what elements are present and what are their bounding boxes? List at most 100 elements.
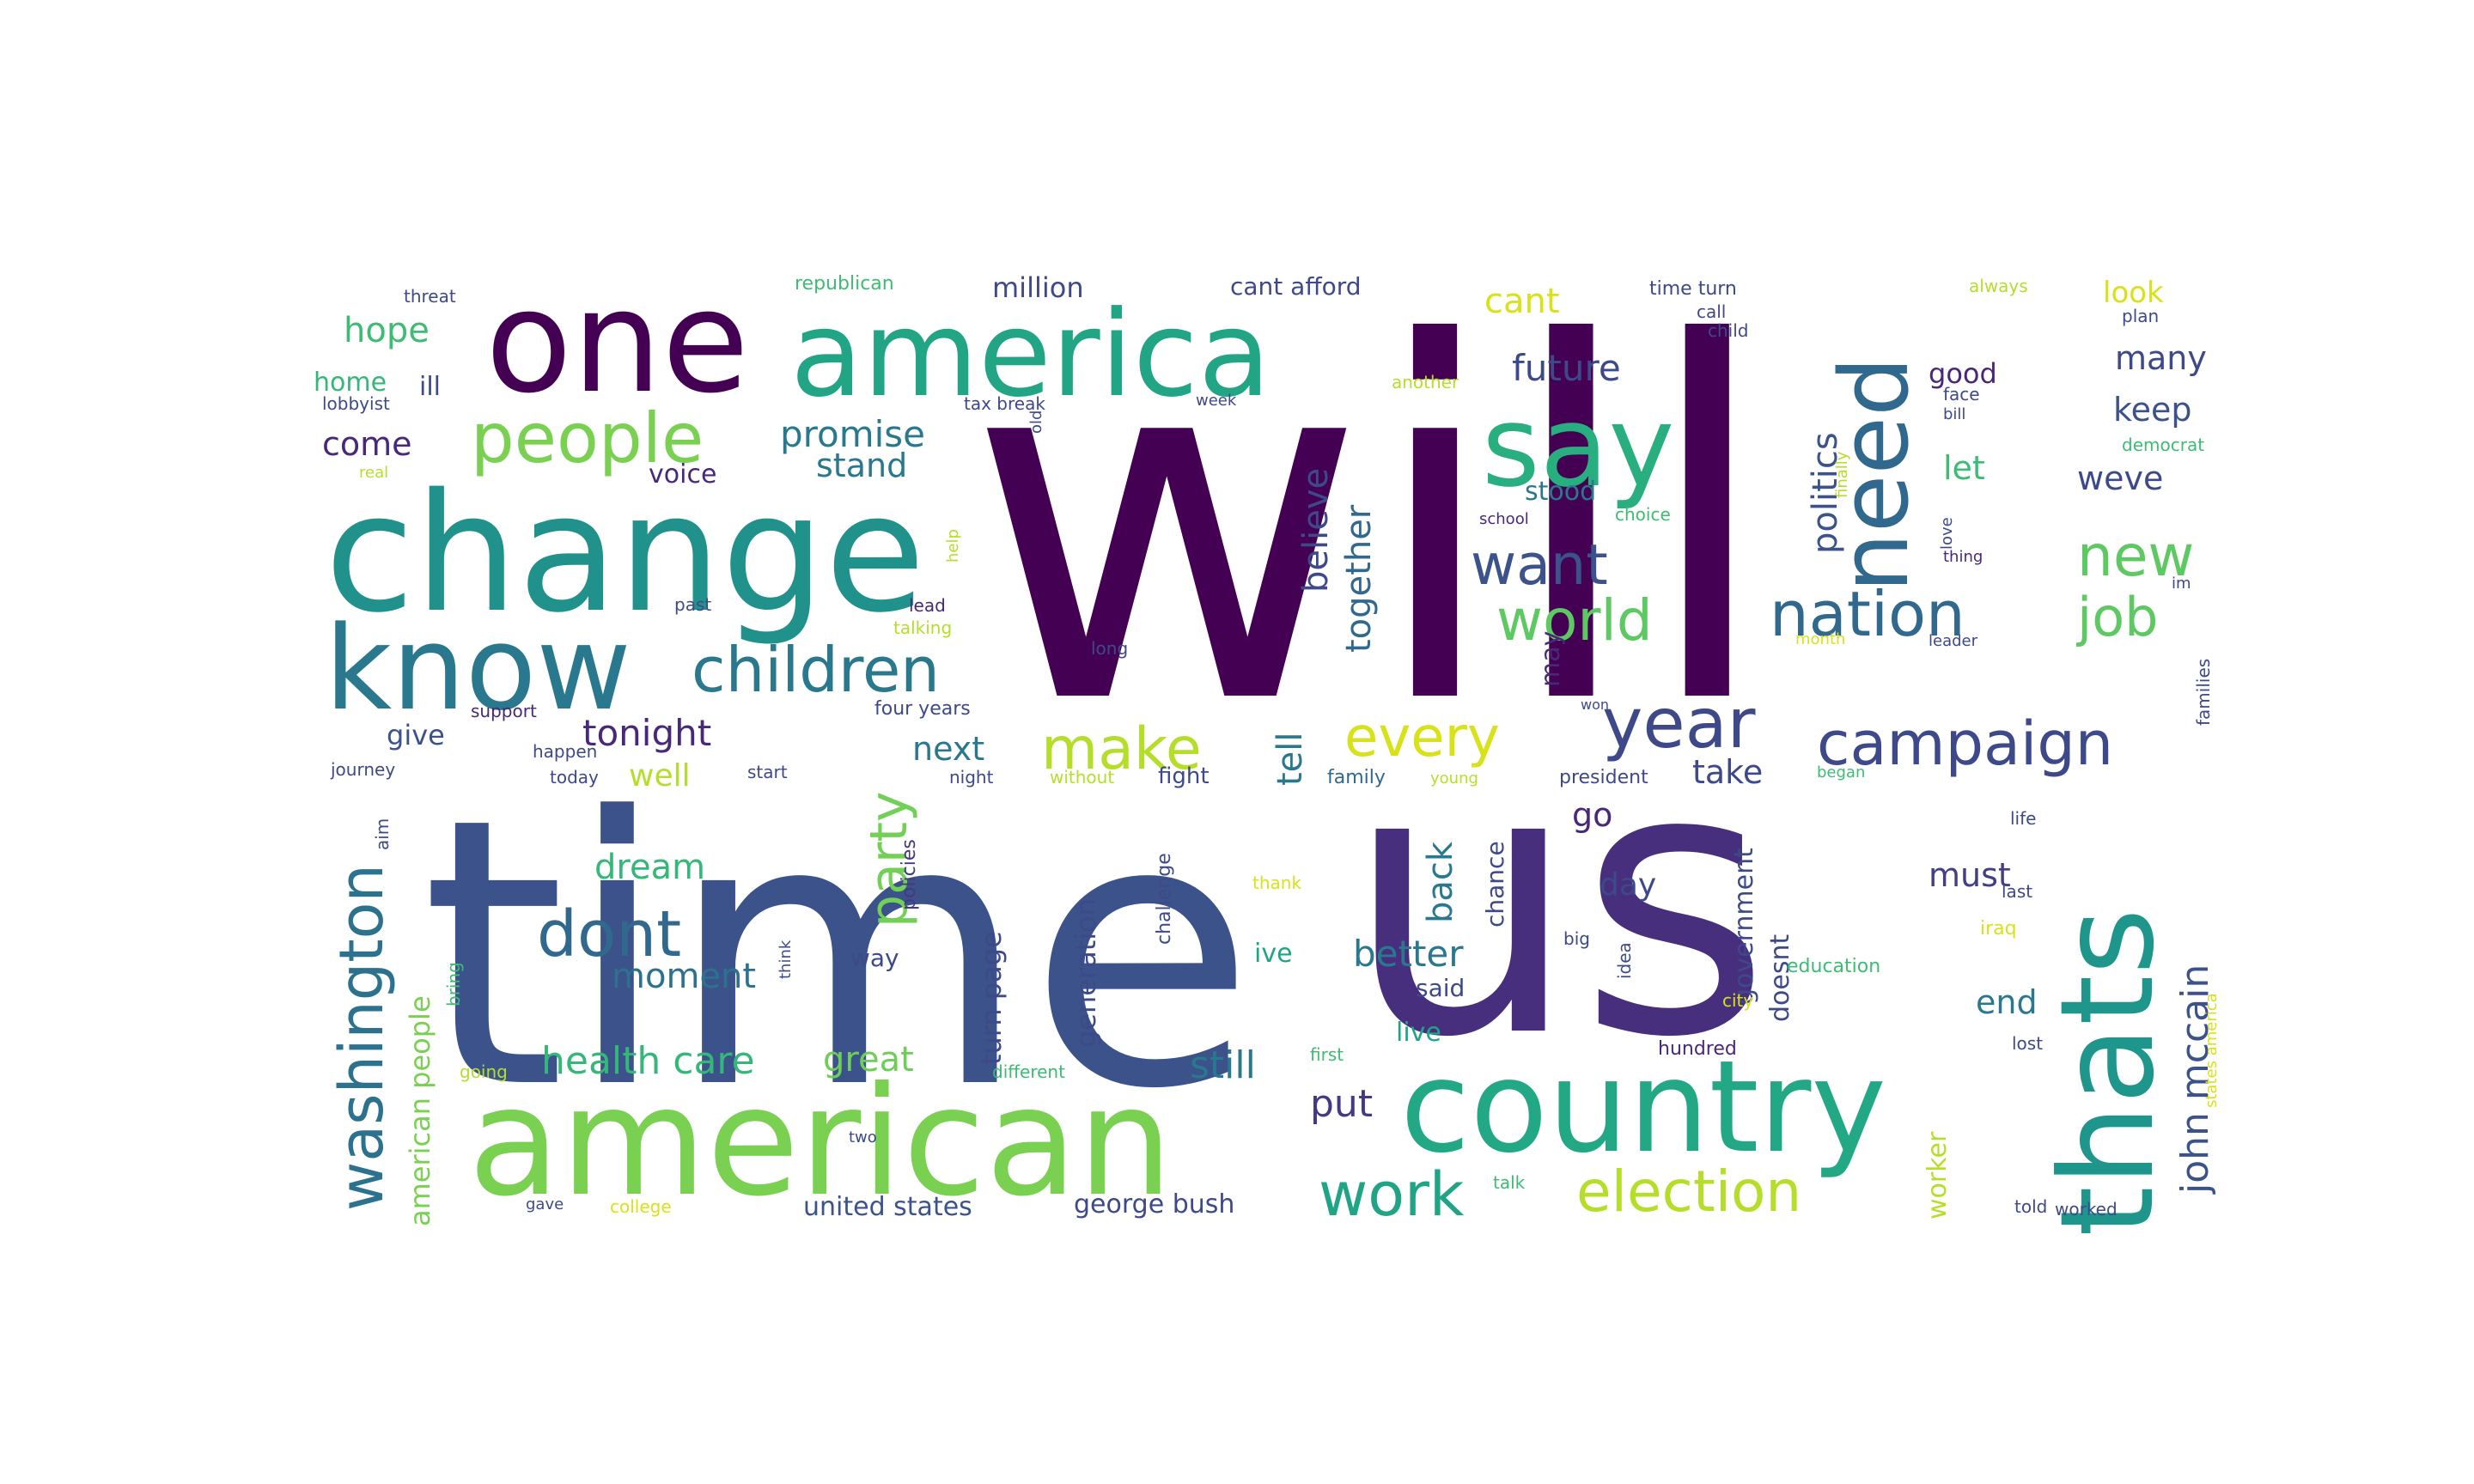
word-many: many <box>2115 339 2207 377</box>
word-four-years: four years <box>874 698 971 720</box>
word-told: told <box>2014 1196 2047 1217</box>
word-education: education <box>1787 956 1880 977</box>
word-politics: politics <box>1806 432 1845 554</box>
word-john-mccain: john mccain <box>2173 964 2217 1195</box>
word-happen: happen <box>533 741 597 762</box>
word-chance: chance <box>1481 841 1509 928</box>
word-idea: idea <box>1614 942 1635 979</box>
word-want: want <box>1471 533 1608 598</box>
word-lobbyist: lobbyist <box>322 393 390 414</box>
word-help: help <box>944 529 962 563</box>
word-lost: lost <box>2012 1033 2043 1054</box>
word-let: let <box>1943 449 1985 487</box>
word-month: month <box>1795 630 1845 648</box>
word-worker: worker <box>1923 1131 1953 1219</box>
word-campaign: campaign <box>1817 709 2113 779</box>
word-different: different <box>992 1061 1065 1082</box>
word-better: better <box>1353 933 1464 975</box>
word-face: face <box>1943 384 1980 404</box>
word-keep: keep <box>2113 391 2192 429</box>
word-moment: moment <box>612 957 756 996</box>
word-first: first <box>1310 1044 1344 1065</box>
word-family: family <box>1327 767 1386 788</box>
word-know: know <box>325 601 631 736</box>
word-states-america: states america <box>2203 993 2221 1108</box>
word-next: next <box>912 730 984 768</box>
word-stood: stood <box>1525 477 1596 507</box>
word-thank: thank <box>1252 873 1301 893</box>
word-without: without <box>1050 767 1114 788</box>
word-need: need <box>1819 356 1929 593</box>
word-cant-afford: cant afford <box>1230 272 1362 301</box>
word-last: last <box>2002 881 2032 902</box>
word-young: young <box>1430 769 1478 788</box>
word-won: won <box>1581 696 1609 713</box>
word-old: old <box>1027 411 1045 434</box>
word-give: give <box>387 719 445 751</box>
word-weve: weve <box>2077 459 2163 497</box>
word-well: well <box>629 758 691 794</box>
word-tax-break: tax break <box>964 393 1045 414</box>
word-hundred: hundred <box>1658 1038 1737 1060</box>
word-challenge: challenge <box>1154 853 1175 945</box>
word-support: support <box>471 701 537 721</box>
word-love: love <box>1938 517 1956 550</box>
word-always: always <box>1969 276 2028 296</box>
word-go: go <box>1572 796 1612 834</box>
word-stand: stand <box>816 447 907 484</box>
word-president: president <box>1559 767 1648 788</box>
word-talk: talk <box>1493 1172 1526 1193</box>
word-make: make <box>1041 715 1202 783</box>
word-united-states: united states <box>803 1192 972 1222</box>
word-american-people: american people <box>404 995 436 1226</box>
word-election: election <box>1576 1159 1801 1225</box>
word-choice: choice <box>1615 504 1671 525</box>
word-america: america <box>790 285 1271 423</box>
word-republican: republican <box>795 273 894 295</box>
word-iraq: iraq <box>1980 918 2017 940</box>
word-change: change <box>325 459 925 648</box>
word-bring: bring <box>443 962 464 1007</box>
word-health-care: health care <box>541 1039 755 1083</box>
word-dont: dont <box>537 897 681 971</box>
word-thats: thats <box>2033 908 2183 1237</box>
word-back: back <box>1421 841 1460 923</box>
word-policies: policies <box>899 839 920 910</box>
word-party: party <box>859 791 919 928</box>
word-talking: talking <box>893 617 952 638</box>
word-doesnt: doesnt <box>1765 934 1795 1022</box>
word-democrat: democrat <box>2122 435 2204 455</box>
word-lead: lead <box>909 595 946 616</box>
word-aim: aim <box>372 818 393 850</box>
word-school: school <box>1479 510 1529 528</box>
word-im: im <box>2172 575 2191 593</box>
word-nation: nation <box>1770 578 1965 650</box>
word-real: real <box>359 464 388 482</box>
word-great: great <box>823 1040 914 1080</box>
word-country: country <box>1400 1033 1886 1181</box>
word-must: must <box>1929 856 2011 894</box>
word-think: think <box>777 940 795 979</box>
word-us: us <box>1344 689 1771 1118</box>
word-gave: gave <box>526 1195 564 1213</box>
word-day: day <box>1600 867 1656 903</box>
word-live: live <box>1396 1018 1441 1048</box>
word-today: today <box>550 767 599 788</box>
word-will: will <box>966 242 1775 812</box>
word-world: world <box>1496 587 1653 654</box>
word-began: began <box>1817 763 1865 782</box>
word-big: big <box>1563 928 1590 949</box>
word-people: people <box>471 398 704 478</box>
word-said: said <box>1416 974 1465 1002</box>
word-year: year <box>1602 684 1756 763</box>
word-life: life <box>2010 808 2036 829</box>
word-take: take <box>1692 753 1763 791</box>
word-voice: voice <box>649 459 716 490</box>
word-tonight: tonight <box>582 712 711 754</box>
word-leader: leader <box>1929 632 1978 650</box>
word-families: families <box>2193 659 2214 726</box>
word-journey: journey <box>330 759 395 780</box>
word-together: together <box>1339 504 1379 653</box>
word-put: put <box>1310 1082 1373 1126</box>
word-ive: ive <box>1254 939 1293 969</box>
